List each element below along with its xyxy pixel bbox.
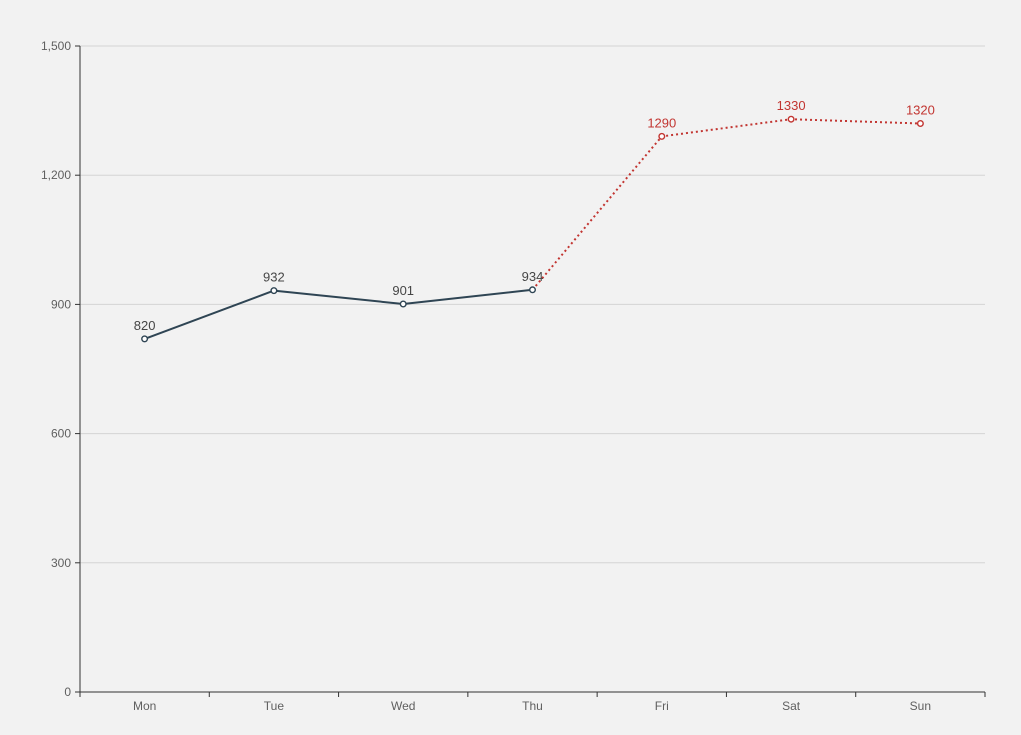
data-point-label: 901 xyxy=(392,283,414,298)
data-point-marker[interactable] xyxy=(787,115,795,123)
data-point-label: 1290 xyxy=(647,115,676,130)
x-axis-label: Fri xyxy=(655,699,669,713)
y-axis-tick-label: 1,500 xyxy=(41,39,71,53)
data-point-label: 1320 xyxy=(906,103,935,118)
data-point-marker[interactable] xyxy=(270,287,278,295)
series-line-solid xyxy=(144,288,533,340)
y-axis-tick-label: 600 xyxy=(51,427,71,441)
data-point-marker[interactable] xyxy=(916,119,924,127)
data-point-marker[interactable] xyxy=(529,286,537,294)
x-axis-label: Sat xyxy=(782,699,801,713)
x-axis-label: Thu xyxy=(522,699,543,713)
y-axis-tick-label: 300 xyxy=(51,556,71,570)
y-axis-tick-label: 900 xyxy=(51,297,71,311)
y-axis-tick-label: 0 xyxy=(64,685,71,699)
data-point-label: 932 xyxy=(263,270,285,285)
data-point-label: 820 xyxy=(134,318,156,333)
data-point-marker[interactable] xyxy=(141,335,149,343)
x-axis-label: Wed xyxy=(391,699,415,713)
x-axis-label: Sun xyxy=(910,699,931,713)
x-axis-label: Tue xyxy=(264,699,285,713)
data-point-marker[interactable] xyxy=(399,300,407,308)
data-point-marker[interactable] xyxy=(658,132,666,140)
x-axis-label: Mon xyxy=(133,699,156,713)
data-point-label: 934 xyxy=(522,269,544,284)
data-point-label: 1330 xyxy=(777,98,806,113)
y-axis-tick-label: 1,200 xyxy=(41,168,71,182)
series-line-dotted xyxy=(531,118,921,291)
